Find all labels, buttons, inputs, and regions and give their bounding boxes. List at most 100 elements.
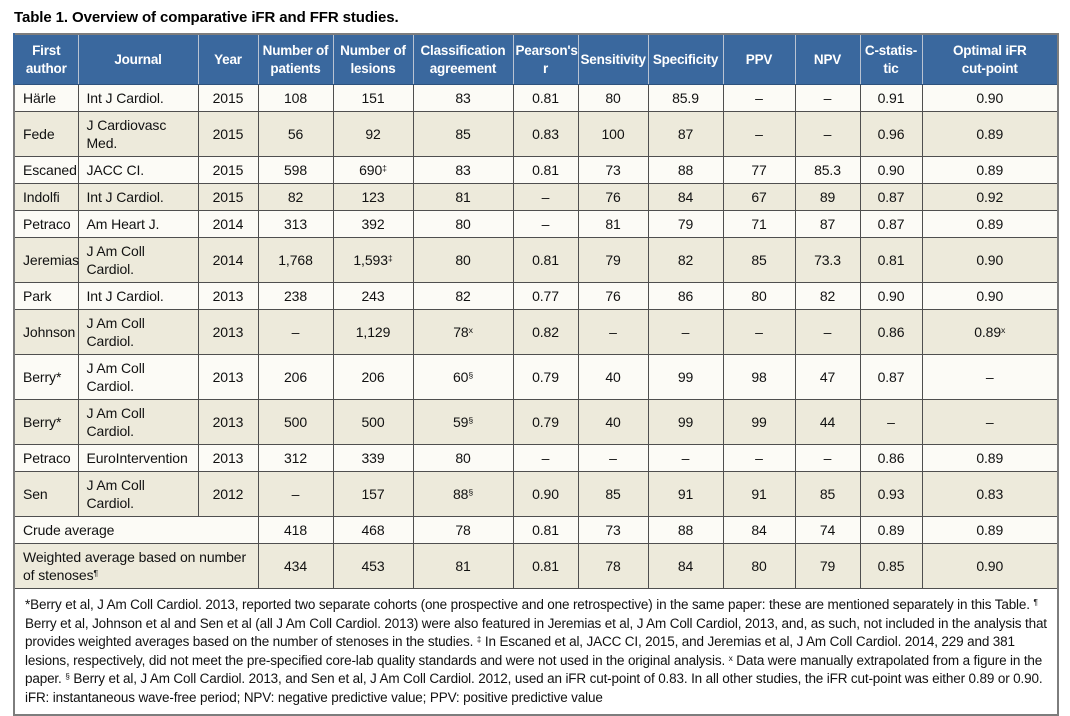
table-header: First author Journal Year Number of patient… [13,34,1058,86]
table-cell: 0.89 [921,444,1059,473]
table-cell: 0.79 [512,399,579,446]
table-cell: 1,129 [332,309,414,356]
table-cell: 0.86 [859,444,923,473]
table-cell: – [722,111,796,158]
table-cell: 0.89 [921,210,1059,239]
table-cell: 2012 [197,471,259,518]
table-cell: 151 [332,84,414,113]
table-cell: 206 [257,354,334,401]
table-cell: 0.77 [512,282,579,311]
table-cell: 2015 [197,84,259,113]
column-header: C-statis- tic [859,34,922,86]
table-cell: 80 [412,210,514,239]
table-body: Härle Int J Cardiol. 2015 108 151 83 0.81 80 85.… [13,84,1059,716]
table-cell: 392 [332,210,414,239]
table-cell: – [647,444,724,473]
table-cell: 77 [722,156,796,185]
table-cell: 1,593‡ [332,237,414,284]
table-cell: 108 [257,84,334,113]
table-cell: 0.93 [859,471,923,518]
column-header: Journal [77,34,198,86]
summary-cell: 0.85 [859,543,923,590]
table-cell: Berry* [13,354,79,401]
column-header: Number of lesions [332,34,413,86]
table-cell: 40 [577,354,649,401]
summary-cell: 0.89 [921,516,1059,545]
table-cell: 67 [722,183,796,212]
summary-cell: 80 [722,543,796,590]
table-cell: 2014 [197,237,259,284]
table-cell: – [921,399,1059,446]
table-title: Table 1. Overview of comparative iFR and… [14,9,399,26]
table-cell: 99 [647,399,724,446]
table-cell: 85.3 [794,156,861,185]
table-cell: 0.89 [921,111,1059,158]
table-cell: 80 [412,237,514,284]
table-row: Indolfi Int J Cardiol. 2015 82 123 81–76 84 67 8… [13,183,1059,212]
table-cell: Härle [13,84,79,113]
summary-cell: 453 [332,543,414,590]
table-cell: 157 [332,471,414,518]
table-row: Härle Int J Cardiol. 2015 108 151 83 0.81 80 85.… [13,84,1059,113]
table-cell: 0.82 [512,309,579,356]
table-cell: 92 [332,111,414,158]
table-cell: 86 [647,282,724,311]
table-cell: 85 [412,111,514,158]
table-cell: 2013 [197,282,259,311]
table-cell: – [859,399,923,446]
table-cell: – [794,111,861,158]
table-row: Petraco Am Heart J. 2014 313 392 80–81 79 71 87 0… [13,210,1059,239]
table-cell: 88 [647,156,724,185]
table-cell: 0.79 [512,354,579,401]
table-cell: 0.90 [921,237,1059,284]
summary-cell: 0.90 [921,543,1059,590]
table-cell: 0.90 [921,282,1059,311]
summary-cell: 418 [257,516,334,545]
table-cell: 73 [577,156,649,185]
table-cell: 206 [332,354,414,401]
table-cell: J Am Coll Cardiol. [77,309,199,356]
table-cell: 339 [332,444,414,473]
summary-cell: 84 [647,543,724,590]
table-cell: 85 [577,471,649,518]
table-cell: Int J Cardiol. [77,183,199,212]
table-cell: 0.90 [859,282,923,311]
header-row: First author Journal Year Number of patient… [13,34,1058,86]
table-cell: Indolfi [13,183,79,212]
table-cell: 500 [332,399,414,446]
table-cell: 82 [647,237,724,284]
table-cell: 238 [257,282,334,311]
summary-cell: 84 [722,516,796,545]
table-cell: – [512,210,579,239]
summary-label: Weighted average based on number of sten… [13,543,259,590]
table-row: Sen J Am Coll Cardiol. 2012–157 88§ 0.90 85 91… [13,471,1059,518]
summary-cell: 81 [412,543,514,590]
table-cell: EuroIntervention [77,444,199,473]
table-cell: 76 [577,183,649,212]
table-cell: – [257,471,334,518]
table-cell: 2013 [197,354,259,401]
summary-cell: 434 [257,543,334,590]
table-cell: 0.92 [921,183,1059,212]
table-cell: – [722,84,796,113]
table-cell: – [257,309,334,356]
summary-cell: 74 [794,516,861,545]
table-cell: 0.81 [512,156,579,185]
table-cell: 76 [577,282,649,311]
table-cell: 85 [722,237,796,284]
table-cell: 0.96 [859,111,923,158]
table-cell: 71 [722,210,796,239]
summary-cell: 88 [647,516,724,545]
table-cell: 0.86 [859,309,923,356]
table-cell: 56 [257,111,334,158]
footnote-row: *Berry et al, J Am Coll Cardiol. 2013, r… [13,588,1059,716]
summary-cell: 78 [412,516,514,545]
table-cell: – [794,84,861,113]
table-cell: 91 [647,471,724,518]
table-cell: 85 [794,471,861,518]
table-cell: – [512,444,579,473]
studies-table: First author Journal Year Number of patient… [13,33,1059,716]
table-cell: 690‡ [332,156,414,185]
table-cell: Park [13,282,79,311]
table-cell: Berry* [13,399,79,446]
